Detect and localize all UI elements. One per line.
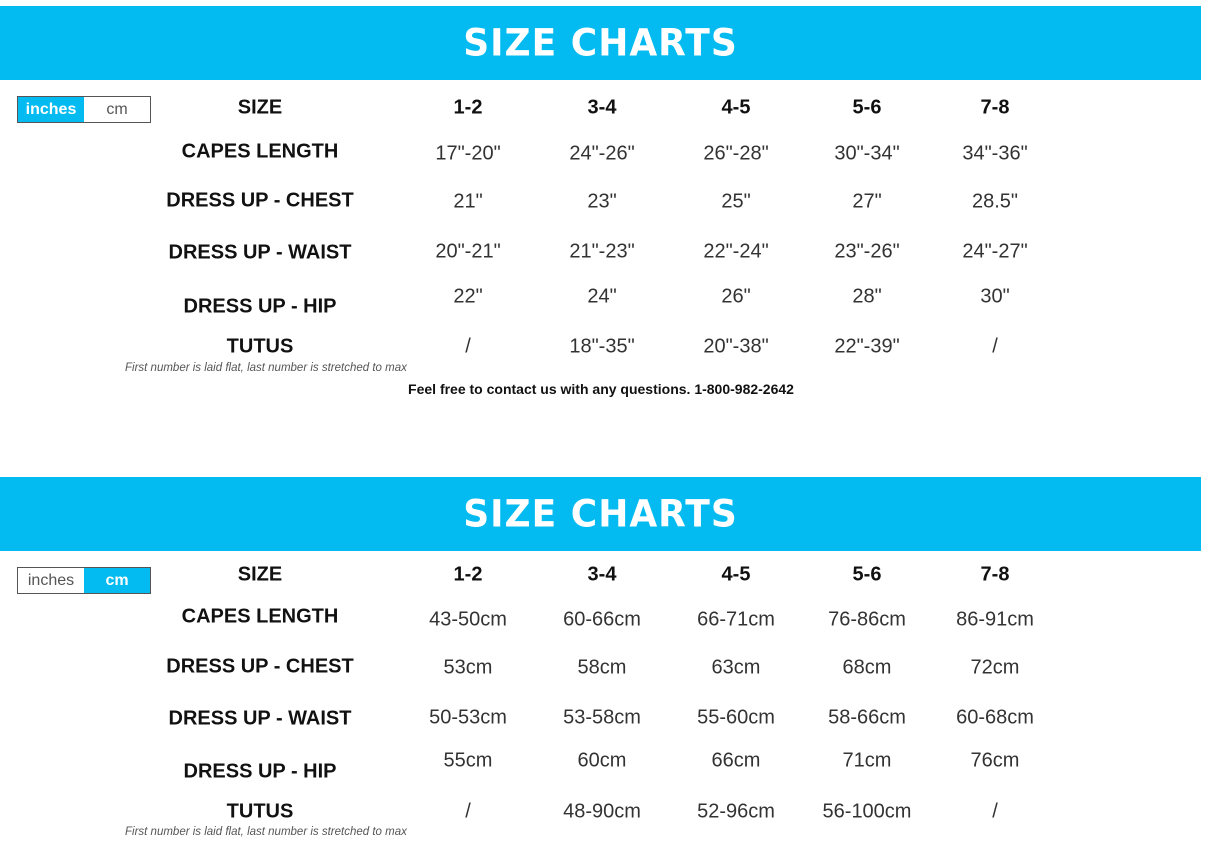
size-value: 24"-27" <box>962 240 1028 263</box>
size-value: 58cm <box>577 656 627 679</box>
size-column-header: 5-6 <box>852 96 882 119</box>
size-column-header: 1-2 <box>453 563 483 586</box>
size-value: 30" <box>980 285 1010 308</box>
size-column-header: 3-4 <box>587 563 617 586</box>
size-header-label: SIZE <box>237 563 283 586</box>
row-label: DRESS UP - CHEST <box>166 189 354 212</box>
tutus-note: First number is laid flat, last number i… <box>125 826 407 838</box>
size-value: 23" <box>587 190 617 213</box>
row-label: CAPES LENGTH <box>181 605 339 628</box>
row-label: DRESS UP - HIP <box>183 295 337 318</box>
row-label: TUTUS <box>226 335 294 358</box>
size-value: 18"-35" <box>569 335 635 358</box>
size-value: 22"-39" <box>834 335 900 358</box>
size-value: 26" <box>721 285 751 308</box>
tutus-note: First number is laid flat, last number i… <box>125 362 407 374</box>
unit-option-cm[interactable]: cm <box>84 568 150 593</box>
size-value: 25" <box>721 190 751 213</box>
size-value: 30"-34" <box>834 142 900 165</box>
size-value: 20"-21" <box>435 240 501 263</box>
unit-option-inches[interactable]: inches <box>27 571 75 589</box>
size-value: 86-91cm <box>956 608 1034 631</box>
size-value: / <box>465 335 471 358</box>
size-value: 76cm <box>970 749 1020 772</box>
size-value: / <box>992 800 998 823</box>
size-value: 28" <box>852 285 882 308</box>
size-value: 22" <box>453 285 483 308</box>
size-value: 21" <box>453 190 483 213</box>
size-value: 22"-24" <box>703 240 769 263</box>
size-value: 26"-28" <box>703 142 769 165</box>
size-charts-banner: SIZE CHARTS <box>0 6 1201 80</box>
size-column-header: 3-4 <box>587 96 617 119</box>
size-value: 24"-26" <box>569 142 635 165</box>
size-value: 50-53cm <box>429 706 507 729</box>
size-value: 58-66cm <box>828 706 906 729</box>
size-value: 23"-26" <box>834 240 900 263</box>
size-value: 55-60cm <box>697 706 775 729</box>
size-value: 53cm <box>443 656 493 679</box>
size-value: 21"-23" <box>569 240 635 263</box>
row-label: TUTUS <box>226 800 294 823</box>
size-column-header: 7-8 <box>980 96 1010 119</box>
size-column-header: 7-8 <box>980 563 1010 586</box>
size-charts-banner: SIZE CHARTS <box>0 477 1201 551</box>
size-value: 20"-38" <box>703 335 769 358</box>
size-value: 66-71cm <box>697 608 775 631</box>
size-value: 60cm <box>577 749 627 772</box>
size-value: 27" <box>852 190 882 213</box>
row-label: DRESS UP - HIP <box>183 760 337 783</box>
size-header-label: SIZE <box>237 96 283 119</box>
size-value: 17"-20" <box>435 142 501 165</box>
size-value: 66cm <box>711 749 761 772</box>
size-value: 60-68cm <box>956 706 1034 729</box>
size-column-header: 4-5 <box>721 563 751 586</box>
size-value: 68cm <box>842 656 892 679</box>
size-value: 60-66cm <box>563 608 641 631</box>
size-value: 24" <box>587 285 617 308</box>
row-label: CAPES LENGTH <box>181 140 339 163</box>
size-value: 34"-36" <box>962 142 1028 165</box>
size-value: 43-50cm <box>429 608 507 631</box>
banner-title: SIZE CHARTS <box>463 492 738 536</box>
size-value: / <box>465 800 471 823</box>
size-value: 63cm <box>711 656 761 679</box>
unit-toggle[interactable]: inches cm <box>17 96 151 123</box>
size-value: 28.5" <box>971 190 1019 213</box>
row-label: DRESS UP - WAIST <box>168 241 352 264</box>
size-value: / <box>992 335 998 358</box>
size-value: 56-100cm <box>822 800 912 823</box>
size-value: 52-96cm <box>697 800 775 823</box>
size-column-header: 5-6 <box>852 563 882 586</box>
size-value: 48-90cm <box>563 800 641 823</box>
unit-option-inches[interactable]: inches <box>18 97 84 122</box>
size-value: 71cm <box>842 749 892 772</box>
size-column-header: 4-5 <box>721 96 751 119</box>
unit-toggle[interactable]: inches cm <box>17 567 151 594</box>
banner-title: SIZE CHARTS <box>463 21 738 65</box>
unit-option-cm[interactable]: cm <box>106 100 128 118</box>
size-value: 53-58cm <box>563 706 641 729</box>
row-label: DRESS UP - CHEST <box>166 655 354 678</box>
contact-text: Feel free to contact us with any questio… <box>408 381 794 397</box>
size-value: 55cm <box>443 749 493 772</box>
size-value: 72cm <box>970 656 1020 679</box>
row-label: DRESS UP - WAIST <box>168 707 352 730</box>
size-value: 76-86cm <box>828 608 906 631</box>
size-column-header: 1-2 <box>453 96 483 119</box>
